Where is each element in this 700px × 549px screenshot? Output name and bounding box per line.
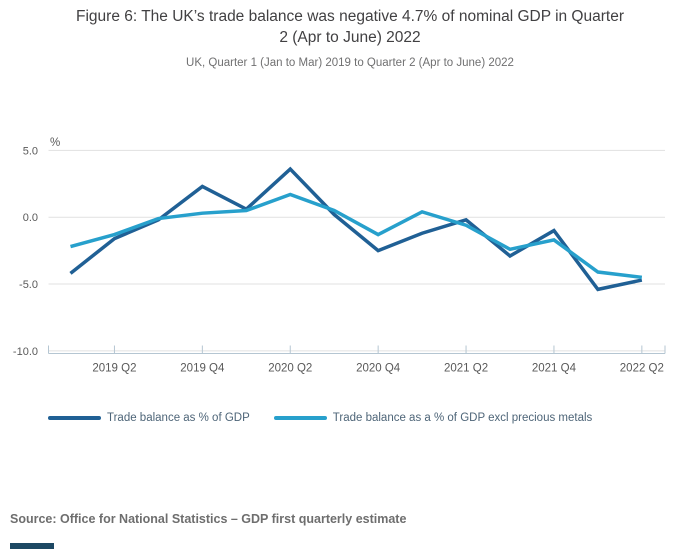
legend-item-trade-balance[interactable]: Trade balance as % of GDP [48, 412, 250, 424]
y-axis-label-5.0: 5.0 [23, 145, 38, 157]
chart-legend: Trade balance as % of GDP Trade balance … [48, 408, 592, 428]
legend-swatch-gdp-line [48, 416, 101, 420]
chart-subtitle: UK, Quarter 1 (Jan to Mar) 2019 to Quart… [186, 57, 514, 69]
series-line-0[interactable] [69, 166, 643, 292]
x-axis-label-2021-Q4: 2021 Q4 [532, 363, 577, 375]
legend-label-gdp-line: Trade balance as % of GDP [107, 412, 250, 424]
legend-swatch-excl-metals-line [273, 416, 327, 420]
y-axis-unit-label: % [50, 137, 60, 149]
ons-logo-fragment [10, 543, 54, 549]
legend-label-excl-metals-line: Trade balance as a % of GDP excl preciou… [332, 412, 593, 424]
source-note: Source: Office for National Statistics –… [10, 512, 407, 526]
x-axis-label-2020-Q4: 2020 Q4 [356, 363, 401, 375]
chart-title: Figure 6: The UK’s trade balance was neg… [76, 8, 624, 46]
x-axis-label-2019-Q4: 2019 Q4 [180, 363, 225, 375]
y-axis-label--5.0: -5.0 [19, 279, 38, 291]
y-axis-label--10.0: -10.0 [13, 346, 38, 358]
x-axis-label-2022-Q2: 2022 Q2 [620, 363, 664, 375]
legend-item-trade-balance-excl-precious-metals[interactable]: Trade balance as a % of GDP excl preciou… [273, 412, 593, 424]
y-axis-label-0.0: 0.0 [23, 212, 38, 224]
x-axis-label-2020-Q2: 2020 Q2 [268, 363, 312, 375]
x-axis-label-2021-Q2: 2021 Q2 [444, 363, 488, 375]
series-line-1[interactable] [70, 192, 643, 280]
x-axis-label-2019-Q2: 2019 Q2 [92, 363, 136, 375]
